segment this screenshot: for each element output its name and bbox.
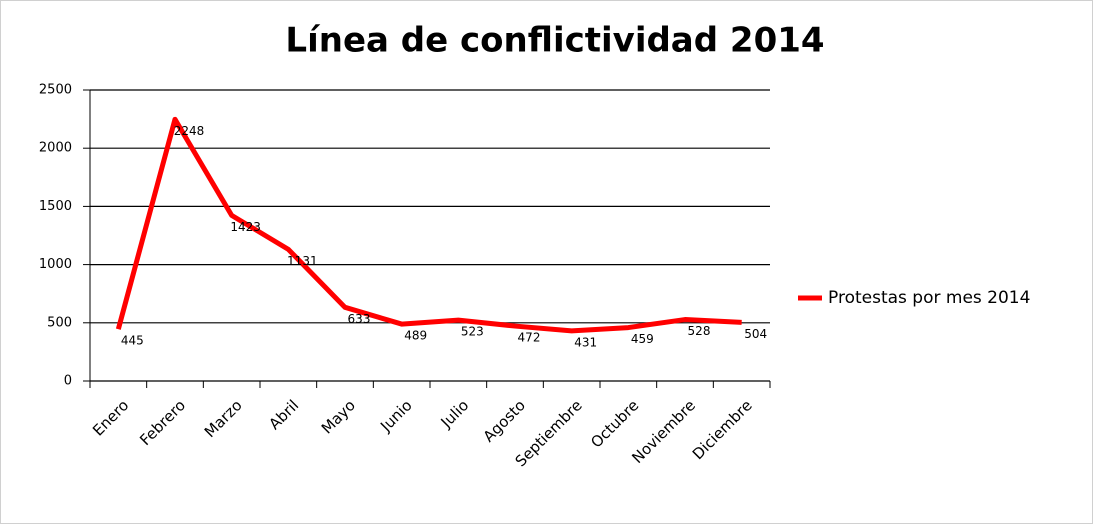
data-label: 523: [461, 325, 484, 339]
y-tick-label: 500: [47, 315, 72, 330]
data-label: 633: [348, 312, 371, 326]
y-tick-label: 0: [64, 374, 72, 389]
data-label: 431: [574, 335, 597, 349]
data-label: 528: [688, 324, 711, 338]
data-line: [115, 116, 742, 334]
data-label: 459: [631, 332, 654, 346]
data-label: 2248: [174, 124, 205, 138]
data-label: 1131: [287, 254, 318, 268]
y-tick-label: 2500: [39, 83, 72, 98]
data-label: 445: [121, 334, 144, 348]
chart-title: Línea de conflictividad 2014: [285, 21, 824, 61]
y-tick-label: 1500: [39, 199, 72, 214]
y-tick-label: 2000: [39, 141, 72, 156]
legend-label: Protestas por mes 2014: [828, 288, 1030, 308]
data-label: 489: [404, 329, 427, 343]
y-tick-label: 1000: [39, 257, 72, 272]
data-label: 1423: [230, 220, 261, 234]
data-label: 504: [744, 327, 767, 341]
data-label: 472: [518, 331, 541, 345]
